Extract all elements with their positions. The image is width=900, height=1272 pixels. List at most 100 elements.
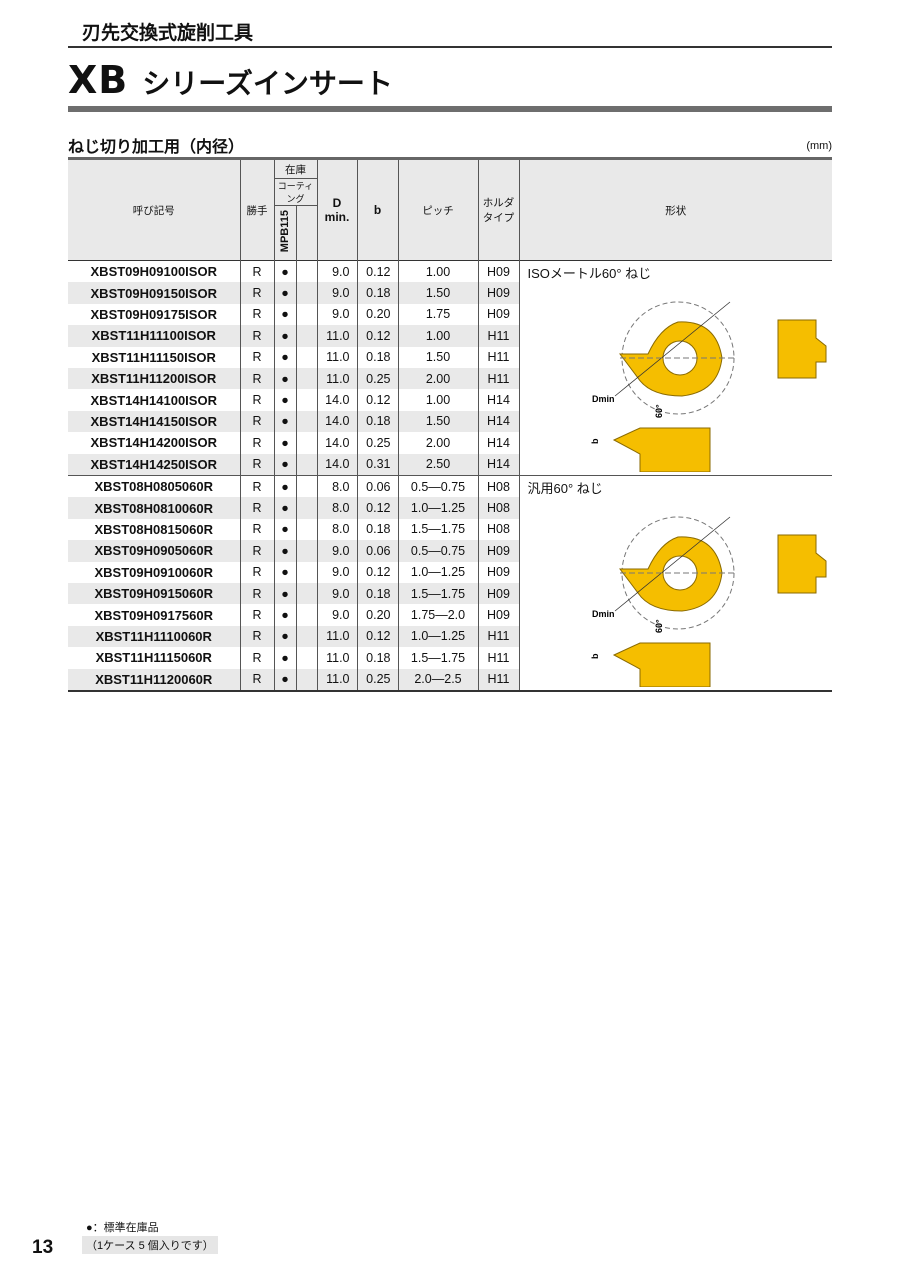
cell-holder: H09 [477,540,520,562]
cell-pitch: 2.00 [397,367,479,390]
cell-pitch: 0.5—0.75 [397,475,479,498]
shape-cell: 汎用60° ねじ Dmin 60° b [518,475,832,691]
insert-tip-view [612,427,710,473]
b-label: b [590,438,600,444]
table-row: XBST08H0815060R R ● 8.0 0.18 1.5—1.75 H08 [68,518,832,541]
cell-hand: R [239,432,275,454]
cell-holder: H11 [477,647,520,669]
table-row: XBST11H1110060R R ● 11.0 0.12 1.0—1.25 H11 [68,625,832,648]
header-shape: 形状 [518,157,832,261]
cell-d: 8.0 [316,497,358,519]
cell-b: 0.25 [356,367,399,390]
table-row: XBST08H0810060R R ● 8.0 0.12 1.0—1.25 H08 [68,497,832,519]
table-row: XBST11H11150ISOR R ● 11.0 0.18 1.50 H11 [68,346,832,368]
grade-label: MPB115 [279,210,291,253]
cell-blank [295,303,318,326]
cell-b: 0.18 [356,346,399,368]
cell-stock: ● [273,518,297,541]
header-coating: コーティング [273,178,318,206]
dim-line [614,516,730,612]
header-stock: 在庫 [273,157,318,179]
cell-code: XBST14H14200ISOR [68,432,241,454]
series-name: XB [68,58,129,102]
d-min-label: min. [324,210,350,224]
cell-holder: H14 [477,432,520,454]
table-row: XBST09H09150ISOR R ● 9.0 0.18 1.50 H09 [68,282,832,304]
cell-blank [295,410,318,433]
cell-hand: R [239,346,275,368]
cell-hand: R [239,540,275,562]
shape-cell: ISOメートル60° ねじ Dmin 60° b [518,260,832,476]
cell-holder: H09 [477,260,520,283]
cell-hand: R [239,260,275,283]
cell-stock: ● [273,367,297,390]
cell-pitch: 1.0—1.25 [397,497,479,519]
cell-stock: ● [273,604,297,626]
cell-d: 11.0 [316,346,358,368]
cell-stock: ● [273,561,297,583]
table-row: XBST09H09100ISOR R ● 9.0 0.12 1.00 H09 ISOメートル6… [68,260,832,476]
cell-code: XBST11H11100ISOR [68,325,241,347]
header-blank [295,205,318,261]
cell-stock: ● [273,389,297,411]
cell-hand: R [239,325,275,347]
cell-pitch: 1.5—1.75 [397,582,479,605]
cell-b: 0.12 [356,325,399,347]
cell-holder: H08 [477,518,520,541]
cell-holder: H11 [477,325,520,347]
cell-d: 8.0 [316,475,358,498]
holder-label: ホルダ [482,197,515,209]
table-row: XBST09H0915060R R ● 9.0 0.18 1.5—1.75 H09 [68,582,832,605]
cell-stock: ● [273,453,297,476]
cell-hand: R [239,604,275,626]
cell-d: 11.0 [316,325,358,347]
table-row: XBST11H1120060R R ● 11.0 0.25 2.0—2.5 H11 [68,668,832,691]
cell-b: 0.12 [356,561,399,583]
cell-pitch: 2.0—2.5 [397,668,479,691]
insert-tip-view [612,642,710,688]
cell-code: XBST09H09150ISOR [68,282,241,304]
cell-d: 9.0 [316,303,358,326]
cell-blank [295,604,318,626]
cell-pitch: 1.5—1.75 [397,647,479,669]
angle-label: 60° [654,404,664,418]
table-row: XBST09H0917560R R ● 9.0 0.20 1.75—2.0 H09 [68,604,832,626]
cell-stock: ● [273,625,297,648]
cell-holder: H11 [477,625,520,648]
cell-blank [295,625,318,648]
cell-hand: R [239,453,275,476]
header-grade: MPB115 [273,205,297,261]
type-label: タイプ [482,212,515,224]
header-holder: ホルダ タイプ [477,157,520,261]
cell-blank [295,475,318,498]
table-row: XBST09H0910060R R ● 9.0 0.12 1.0—1.25 H09 [68,561,832,583]
header-code: 呼び記号 [68,157,241,261]
table-row: XBST11H11200ISOR R ● 11.0 0.25 2.00 H11 [68,367,832,390]
cell-d: 14.0 [316,453,358,476]
cell-stock: ● [273,346,297,368]
cell-blank [295,432,318,454]
cell-blank [295,389,318,411]
cell-d: 9.0 [316,561,358,583]
cell-code: XBST09H09100ISOR [68,260,241,283]
cell-blank [295,518,318,541]
page-number: 13 [32,1237,54,1258]
cell-b: 0.25 [356,668,399,691]
cell-code: XBST11H11200ISOR [68,367,241,390]
cell-code: XBST14H14150ISOR [68,410,241,433]
cell-d: 14.0 [316,410,358,433]
category-title: 刃先交換式旋削工具 [82,23,254,44]
cell-stock: ● [273,260,297,283]
d-label: D [332,196,342,210]
cell-hand: R [239,389,275,411]
cell-b: 0.20 [356,604,399,626]
cell-hand: R [239,625,275,648]
cell-b: 0.25 [356,432,399,454]
cell-holder: H11 [477,668,520,691]
cell-d: 14.0 [316,389,358,411]
table-row: XBST09H09175ISOR R ● 9.0 0.20 1.75 H09 [68,303,832,326]
cell-holder: H11 [477,367,520,390]
cell-b: 0.18 [356,518,399,541]
cell-hand: R [239,647,275,669]
